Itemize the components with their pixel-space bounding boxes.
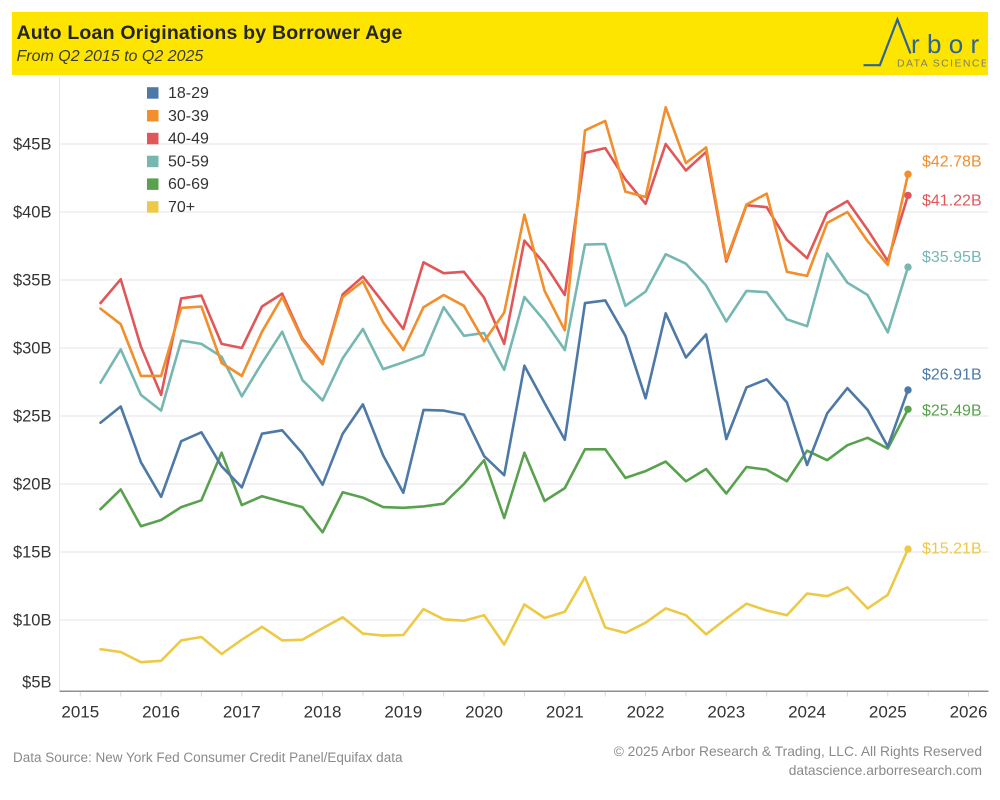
svg-text:$25B: $25B [13, 408, 52, 426]
svg-text:70+: 70+ [168, 199, 195, 216]
svg-text:$15.21B: $15.21B [922, 541, 982, 558]
svg-text:$35B: $35B [13, 272, 52, 290]
svg-text:2017: 2017 [223, 703, 261, 722]
svg-text:$10B: $10B [13, 612, 52, 630]
svg-text:$25.49B: $25.49B [922, 403, 982, 420]
svg-text:$40B: $40B [13, 204, 52, 222]
svg-text:2018: 2018 [304, 703, 342, 722]
svg-text:2019: 2019 [384, 703, 422, 722]
svg-text:2025: 2025 [869, 703, 907, 722]
svg-text:$20B: $20B [13, 476, 52, 494]
svg-text:2021: 2021 [546, 703, 584, 722]
svg-text:$30B: $30B [13, 340, 52, 358]
svg-text:$41.22B: $41.22B [922, 193, 982, 210]
svg-text:$45B: $45B [13, 136, 52, 154]
svg-text:2015: 2015 [61, 703, 99, 722]
svg-text:2023: 2023 [707, 703, 745, 722]
svg-text:30-39: 30-39 [168, 108, 209, 125]
svg-text:2024: 2024 [788, 703, 826, 722]
svg-text:$42.78B: $42.78B [922, 154, 982, 171]
svg-text:2022: 2022 [627, 703, 665, 722]
svg-text:50-59: 50-59 [168, 153, 209, 170]
svg-text:DATA SCIENCE: DATA SCIENCE [897, 58, 986, 70]
svg-text:60-69: 60-69 [168, 176, 209, 193]
svg-text:40-49: 40-49 [168, 131, 209, 148]
svg-text:2016: 2016 [142, 703, 180, 722]
svg-text:2026: 2026 [950, 703, 988, 722]
svg-text:2020: 2020 [465, 703, 503, 722]
svg-text:$15B: $15B [13, 544, 52, 562]
svg-text:rbor: rbor [911, 29, 986, 59]
svg-text:$5B: $5B [22, 674, 51, 692]
svg-text:$26.91B: $26.91B [922, 367, 982, 384]
svg-text:$35.95B: $35.95B [922, 249, 982, 266]
svg-text:18-29: 18-29 [168, 85, 209, 102]
